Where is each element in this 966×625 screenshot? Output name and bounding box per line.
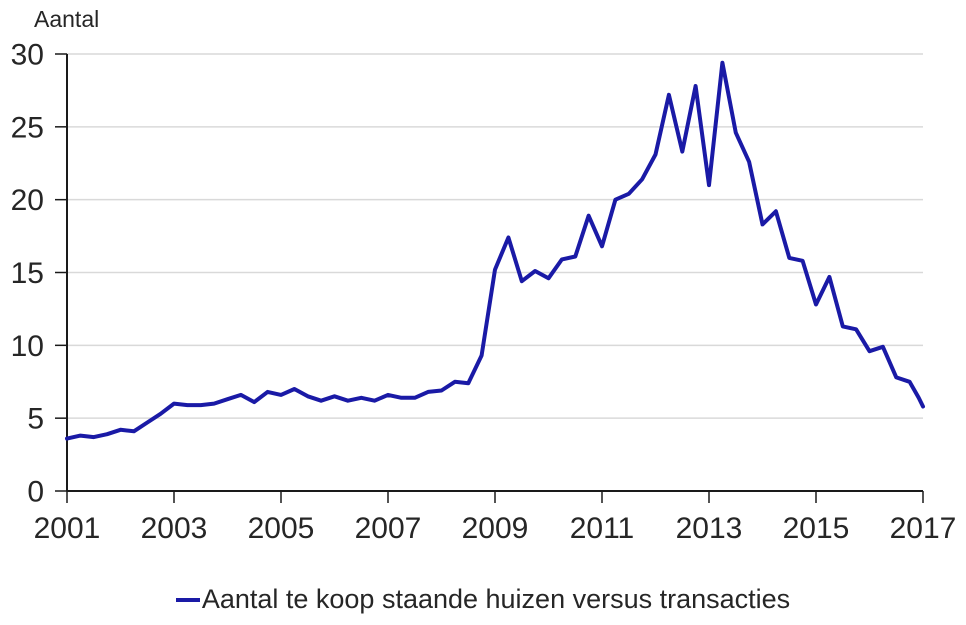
legend: Aantal te koop staande huizen versus tra…	[0, 584, 966, 615]
y-tick-label: 25	[11, 111, 44, 144]
data-series-line	[65, 60, 925, 441]
x-tick-label: 2005	[248, 512, 315, 545]
x-tick-label: 2013	[676, 512, 743, 545]
y-tick-label: 5	[27, 403, 44, 436]
y-tick-label: 15	[11, 257, 44, 290]
x-tick-label: 2011	[570, 512, 635, 545]
y-tick-label: 0	[27, 476, 44, 509]
x-tick-label: 2007	[355, 512, 422, 545]
line-chart: 0 5 10 15 20 25 30 2001 2003 2005 2007 2009 2011 2013…	[11, 39, 957, 546]
y-tick-label: 20	[11, 184, 44, 217]
x-tick-label: 2001	[34, 512, 101, 545]
y-tick-label: 10	[11, 330, 44, 363]
y-axis-title: Aantal	[34, 6, 100, 32]
y-tick-label: 30	[11, 39, 44, 72]
legend-line-swatch	[175, 597, 200, 602]
x-tick-label: 2015	[783, 512, 850, 545]
x-tick-label: 2003	[141, 512, 208, 545]
x-tick-label: 2017	[890, 512, 957, 545]
x-tick-label: 2009	[462, 512, 529, 545]
legend-label: Aantal te koop staande huizen versus tra…	[201, 584, 791, 614]
